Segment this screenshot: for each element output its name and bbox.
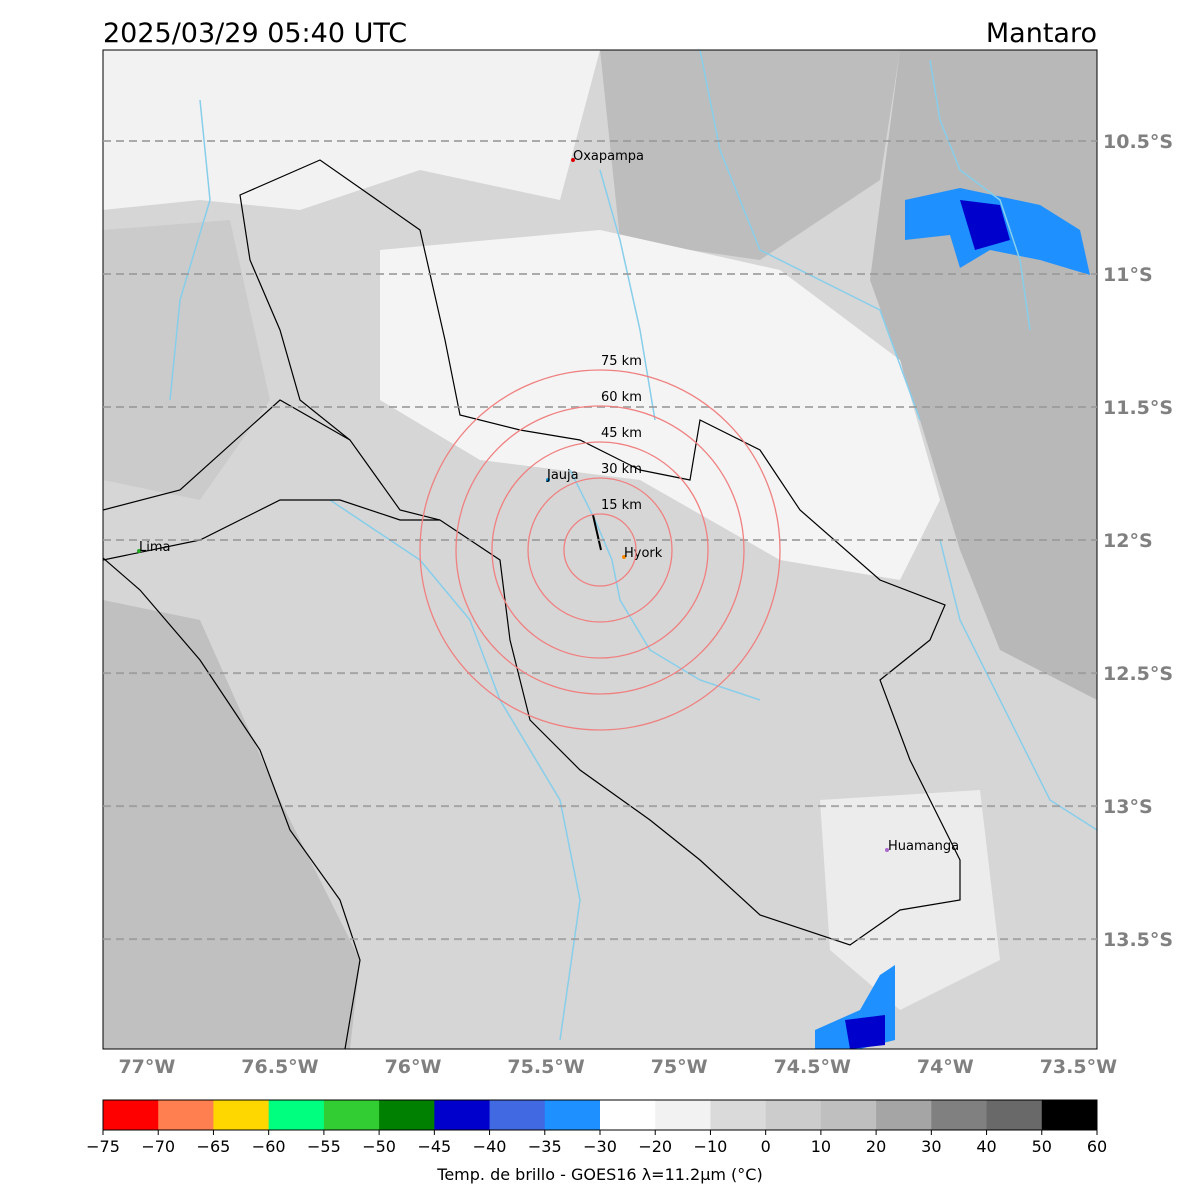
x-tick-label: 77°W <box>118 1056 175 1078</box>
x-tick-label: 74.5°W <box>774 1056 851 1078</box>
colorbar-tick-label: −35 <box>528 1137 562 1156</box>
colorbar-bin <box>600 1100 656 1130</box>
colorbar-tick-label: 20 <box>866 1137 886 1156</box>
title: 2025/03/29 05:40 UTC <box>103 18 407 49</box>
y-tick-label: 12.5°S <box>1103 663 1173 685</box>
x-tick-label: 75°W <box>651 1056 708 1078</box>
colorbar-tick-label: −65 <box>197 1137 231 1156</box>
colorbar-bin <box>158 1100 214 1130</box>
place-label: Jauja <box>546 468 579 483</box>
map-frame <box>102 49 1098 1050</box>
colorbar-bin <box>544 1100 601 1130</box>
colorbar-tick-label: −75 <box>86 1137 120 1156</box>
ring-label: 30 km <box>601 462 642 477</box>
colorbar-tick-label: 10 <box>811 1137 831 1156</box>
map-background <box>103 50 1097 1049</box>
range-ring <box>419 369 781 731</box>
colorbar-bin <box>379 1100 435 1130</box>
colorbar-bin <box>323 1100 380 1130</box>
colorbar-bin <box>1041 1100 1098 1130</box>
ring-label: 15 km <box>601 498 642 513</box>
colorbar-tick-label: 40 <box>976 1137 996 1156</box>
colorbar-bin <box>710 1100 767 1130</box>
y-tick-label: 13.5°S <box>1103 929 1173 951</box>
colorbar-tick-label: −30 <box>583 1137 617 1156</box>
colorbar-bin <box>876 1100 932 1130</box>
y-tick-label: 11°S <box>1103 264 1153 286</box>
colorbar-tick-label: −50 <box>362 1137 396 1156</box>
colorbar-tick-label: 0 <box>761 1137 771 1156</box>
colorbar-tick-label: 60 <box>1087 1137 1107 1156</box>
places: Oxapampa Jauja Hyork Lima Huamanga <box>137 149 959 854</box>
range-ring <box>455 405 745 695</box>
y-tick-label: 10.5°S <box>1103 131 1173 153</box>
range-ring <box>491 441 709 659</box>
colorbar-bin <box>765 1100 822 1130</box>
colorbar-tick-label: 30 <box>921 1137 941 1156</box>
x-tick-label: 76°W <box>385 1056 442 1078</box>
place-label: Huamanga <box>888 839 959 854</box>
colorbar-bin <box>655 1100 711 1130</box>
x-tick-label: 76.5°W <box>241 1056 318 1078</box>
place-label: Hyork <box>624 546 663 561</box>
y-tick-label: 12°S <box>1103 530 1153 552</box>
colorbar-bin <box>820 1100 877 1130</box>
ring-label: 60 km <box>601 390 642 405</box>
colorbar-bin <box>434 1100 491 1130</box>
colorbar-tick-label: −40 <box>473 1137 507 1156</box>
x-tick-label: 74°W <box>917 1056 974 1078</box>
colorbar-bin <box>489 1100 546 1130</box>
colorbar-tick-label: −60 <box>252 1137 286 1156</box>
region-name: Mantaro <box>986 18 1097 49</box>
range-ring <box>563 513 637 587</box>
colorbar-bin <box>213 1100 270 1130</box>
colorbar-tick-label: −55 <box>307 1137 341 1156</box>
y-tick-label: 11.5°S <box>1103 397 1173 419</box>
ring-label: 45 km <box>601 426 642 441</box>
range-ring <box>527 477 673 623</box>
x-tick-label: 75.5°W <box>507 1056 584 1078</box>
y-tick-label: 13°S <box>1103 796 1153 818</box>
colorbar-tick-label: 50 <box>1032 1137 1052 1156</box>
colorbar-bin <box>931 1100 988 1130</box>
colorbar-tick-label: −10 <box>694 1137 728 1156</box>
place-label: Lima <box>139 540 170 555</box>
colorbar-bin <box>268 1100 325 1130</box>
colorbar-bin <box>103 1100 159 1130</box>
colorbar-tick-label: −20 <box>638 1137 672 1156</box>
colorbar-label: Temp. de brillo - GOES16 λ=11.2μm (°C) <box>436 1165 762 1184</box>
x-tick-label: 73.5°W <box>1040 1056 1117 1078</box>
ring-label: 75 km <box>601 354 642 369</box>
colorbar-bin <box>986 1100 1043 1130</box>
colorbar-tick-label: −70 <box>141 1137 175 1156</box>
place-label: Oxapampa <box>573 149 644 164</box>
colorbar-tick-label: −45 <box>417 1137 451 1156</box>
